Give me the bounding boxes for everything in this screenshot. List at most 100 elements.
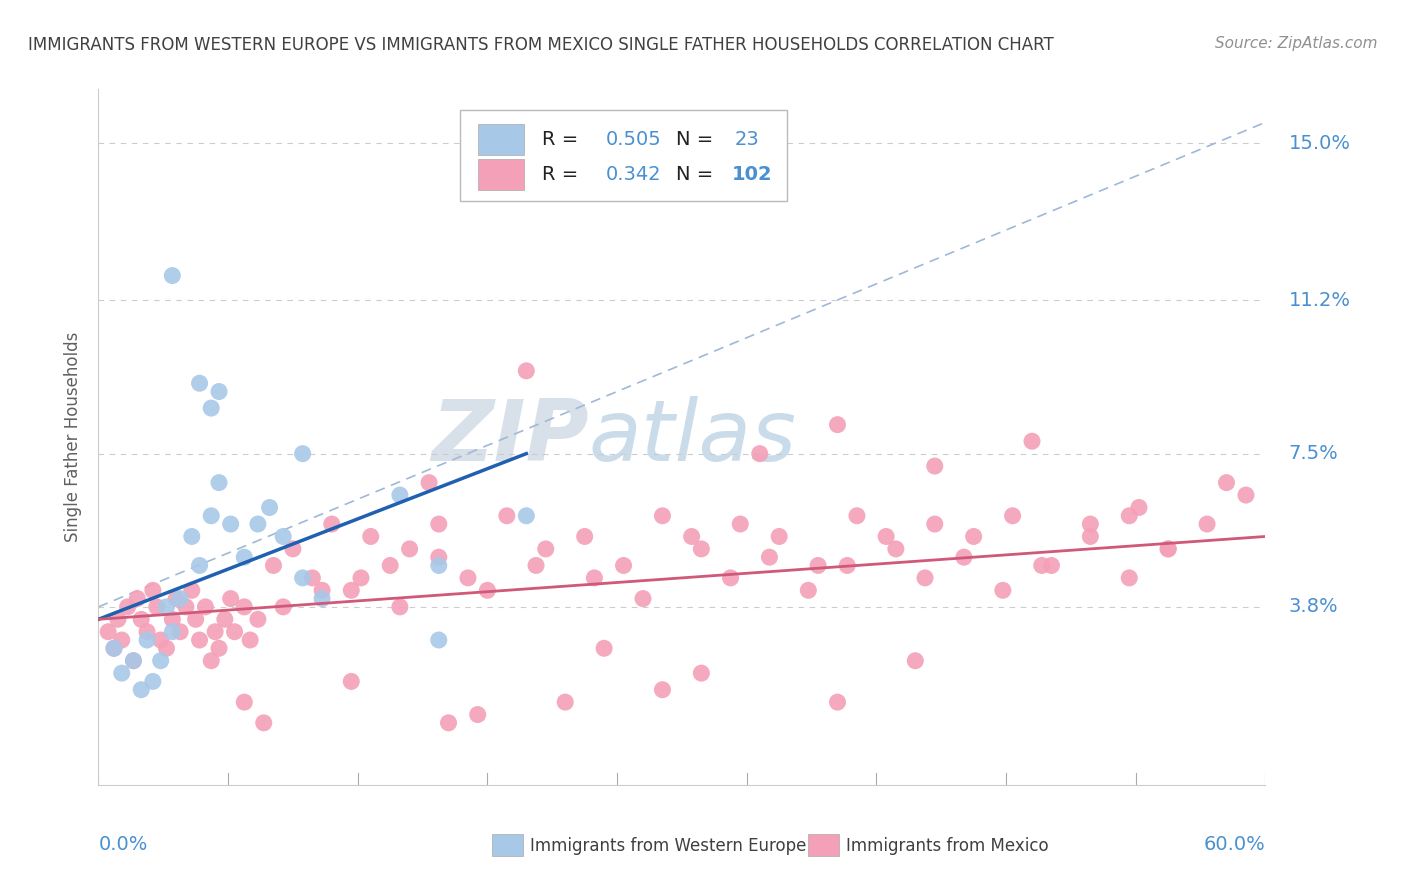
Text: 23: 23	[734, 130, 759, 150]
Point	[271, 529, 294, 543]
Point	[1021, 434, 1043, 449]
Point	[122, 654, 145, 668]
Text: atlas: atlas	[589, 395, 797, 479]
Point	[837, 558, 859, 573]
Point	[427, 633, 450, 648]
Point	[111, 666, 134, 681]
Point	[188, 558, 211, 573]
Point	[97, 624, 120, 639]
Text: R =: R =	[541, 165, 585, 185]
Point	[340, 674, 363, 689]
Text: 0.342: 0.342	[606, 165, 662, 185]
Point	[730, 516, 752, 531]
Point	[155, 599, 177, 614]
Point	[427, 550, 450, 565]
Text: IMMIGRANTS FROM WESTERN EUROPE VS IMMIGRANTS FROM MEXICO SINGLE FATHER HOUSEHOLD: IMMIGRANTS FROM WESTERN EUROPE VS IMMIGR…	[28, 36, 1054, 54]
Point	[162, 268, 184, 283]
Point	[515, 508, 537, 523]
Point	[1040, 558, 1063, 573]
Point	[388, 599, 411, 614]
Text: 102: 102	[733, 165, 773, 185]
Point	[1215, 475, 1237, 490]
Point	[107, 612, 129, 626]
Point	[253, 715, 276, 730]
Point	[127, 591, 149, 606]
Point	[208, 641, 231, 656]
Point	[534, 541, 557, 556]
Point	[129, 682, 152, 697]
Text: 3.8%: 3.8%	[1289, 598, 1339, 616]
Point	[380, 558, 402, 573]
Point	[180, 583, 202, 598]
Point	[758, 550, 780, 565]
Text: N =: N =	[676, 130, 720, 150]
Point	[1001, 508, 1024, 523]
Point	[142, 583, 165, 598]
Point	[246, 516, 269, 531]
Point	[904, 654, 927, 668]
Point	[262, 558, 284, 573]
Point	[1080, 529, 1102, 543]
Point	[690, 666, 713, 681]
Point	[239, 633, 262, 648]
Point	[311, 583, 333, 598]
Point	[174, 599, 197, 614]
Point	[208, 475, 231, 490]
Point	[350, 571, 373, 585]
Point	[271, 599, 294, 614]
Point	[807, 558, 830, 573]
Point	[477, 583, 499, 598]
Point	[155, 641, 177, 656]
Point	[301, 571, 323, 585]
Point	[204, 624, 226, 639]
Point	[613, 558, 636, 573]
Point	[281, 541, 304, 556]
Point	[103, 641, 125, 656]
Point	[340, 583, 363, 598]
Point	[321, 516, 343, 531]
FancyBboxPatch shape	[460, 110, 787, 201]
Point	[224, 624, 246, 639]
Point	[574, 529, 596, 543]
Text: 60.0%: 60.0%	[1204, 835, 1265, 854]
Point	[111, 633, 134, 648]
Point	[388, 488, 411, 502]
Point	[311, 591, 333, 606]
Point	[200, 654, 222, 668]
Point	[149, 633, 172, 648]
Point	[200, 508, 222, 523]
Point	[233, 695, 256, 709]
Point	[1118, 508, 1140, 523]
Point	[136, 624, 159, 639]
Point	[214, 612, 236, 626]
Point	[720, 571, 742, 585]
Bar	[478, 159, 524, 190]
Point	[651, 682, 673, 697]
Point	[184, 612, 207, 626]
Point	[827, 695, 849, 709]
Text: R =: R =	[541, 130, 585, 150]
Point	[457, 571, 479, 585]
Point	[846, 508, 869, 523]
Text: 0.0%: 0.0%	[98, 835, 148, 854]
Point	[146, 599, 169, 614]
Point	[681, 529, 703, 543]
Point	[1195, 516, 1218, 531]
Text: Source: ZipAtlas.com: Source: ZipAtlas.com	[1215, 36, 1378, 51]
Point	[1080, 516, 1102, 531]
Point	[122, 654, 145, 668]
Point	[875, 529, 897, 543]
Text: 11.2%: 11.2%	[1289, 291, 1351, 310]
Point	[188, 633, 211, 648]
Point	[219, 516, 242, 531]
Point	[1234, 488, 1257, 502]
Point	[651, 508, 673, 523]
Point	[427, 558, 450, 573]
Point	[924, 459, 946, 474]
Text: 15.0%: 15.0%	[1289, 134, 1351, 153]
Point	[748, 447, 770, 461]
Point	[768, 529, 790, 543]
Point	[924, 516, 946, 531]
Point	[162, 612, 184, 626]
Point	[259, 500, 281, 515]
